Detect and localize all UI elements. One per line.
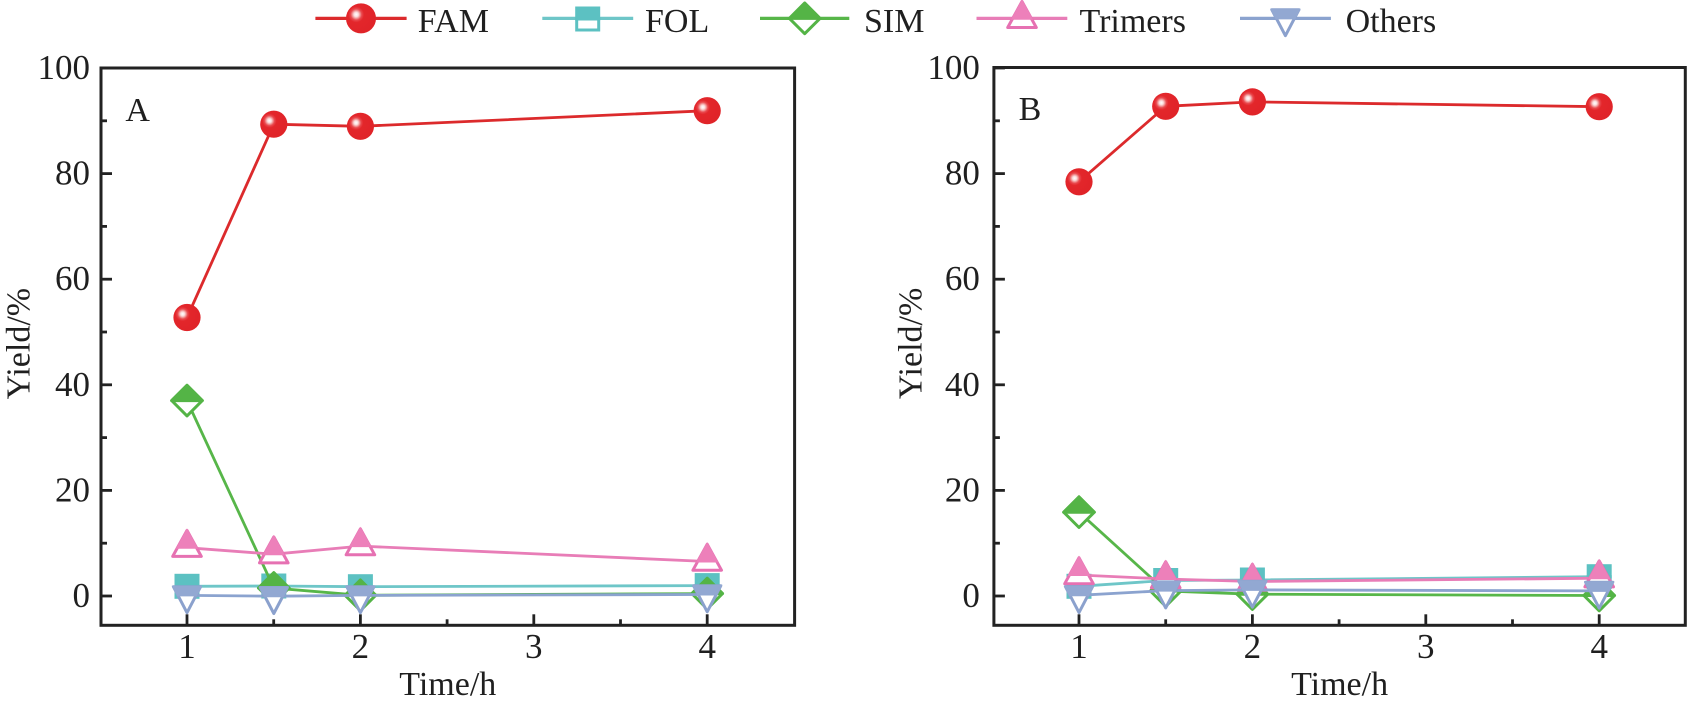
svg-text:100: 100	[927, 48, 980, 87]
svg-text:FAM: FAM	[418, 3, 489, 40]
svg-text:2: 2	[1244, 627, 1262, 666]
svg-text:1: 1	[178, 627, 196, 666]
svg-text:3: 3	[525, 627, 543, 666]
svg-text:A: A	[125, 92, 150, 129]
svg-text:B: B	[1019, 91, 1042, 128]
svg-text:4: 4	[1590, 627, 1608, 666]
svg-text:100: 100	[38, 48, 91, 87]
svg-text:4: 4	[698, 627, 716, 666]
svg-text:Yield/%: Yield/%	[893, 288, 930, 399]
svg-text:80: 80	[945, 154, 980, 193]
svg-text:2: 2	[352, 627, 370, 666]
svg-text:20: 20	[945, 470, 980, 509]
svg-text:SIM: SIM	[864, 3, 924, 40]
svg-text:1: 1	[1070, 627, 1088, 666]
svg-text:0: 0	[73, 576, 91, 615]
svg-text:Time/h: Time/h	[399, 666, 496, 703]
svg-text:Yield/%: Yield/%	[1, 288, 38, 399]
svg-text:Time/h: Time/h	[1291, 666, 1388, 703]
svg-text:20: 20	[55, 470, 90, 509]
svg-text:60: 60	[55, 259, 90, 298]
svg-text:80: 80	[55, 154, 90, 193]
svg-text:Trimers: Trimers	[1080, 3, 1186, 40]
svg-text:60: 60	[945, 259, 980, 298]
svg-text:FOL: FOL	[645, 3, 709, 40]
svg-text:Others: Others	[1346, 3, 1437, 40]
svg-text:0: 0	[962, 576, 980, 615]
svg-text:40: 40	[55, 365, 90, 404]
svg-text:40: 40	[945, 365, 980, 404]
svg-text:3: 3	[1417, 627, 1435, 666]
